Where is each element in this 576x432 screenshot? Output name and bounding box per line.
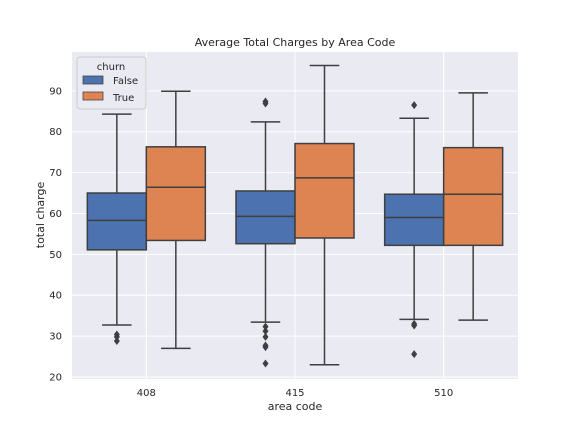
outlier-point: [262, 97, 269, 106]
x-tick-label: 510: [434, 388, 453, 399]
y-axis-label: total charge: [34, 182, 47, 249]
y-tick-label: 70: [49, 168, 62, 179]
outlier-point: [411, 350, 418, 359]
outlier-point: [262, 327, 269, 336]
legend: churn False True: [76, 56, 147, 110]
y-tick-label: 20: [49, 372, 62, 383]
box-iqr: [235, 190, 296, 245]
box-true-415: [294, 64, 355, 366]
outlier-point: [262, 359, 269, 368]
y-tick-label: 80: [49, 127, 62, 138]
box-false-510: [383, 101, 445, 359]
box-iqr: [86, 192, 148, 251]
y-tick-label: 50: [49, 250, 62, 261]
box-true-408: [145, 90, 207, 350]
legend-label-false: False: [113, 76, 138, 87]
box-plots: [86, 64, 504, 368]
y-tick-label: 40: [49, 291, 62, 302]
x-axis-label: area code: [268, 400, 323, 413]
box-iqr: [145, 146, 207, 242]
y-axis-ticks: 20 30 40 50 60 70 80 90: [49, 86, 62, 383]
outlier-point: [113, 330, 120, 339]
legend-label-true: True: [112, 93, 134, 104]
outlier-point: [262, 322, 269, 331]
box-false-415: [235, 97, 296, 368]
x-tick-label: 408: [137, 388, 156, 399]
box-iqr: [294, 142, 355, 239]
box-iqr: [442, 146, 504, 247]
x-tick-label: 415: [285, 388, 304, 399]
box-iqr: [383, 193, 445, 247]
outlier-point: [262, 332, 269, 341]
y-tick-label: 90: [49, 86, 62, 97]
outlier-point: [411, 101, 418, 110]
box-false-408: [86, 113, 148, 345]
outlier-point: [411, 319, 418, 328]
y-tick-label: 60: [49, 209, 62, 220]
y-tick-label: 30: [49, 332, 62, 343]
legend-title: churn: [97, 62, 125, 73]
chart-title: Average Total Charges by Area Code: [195, 36, 396, 49]
x-axis-ticks: 408 415 510: [137, 388, 453, 399]
box-true-510: [442, 92, 504, 321]
legend-swatch-false: [82, 75, 104, 85]
outlier-point: [262, 341, 269, 350]
outlier-point: [113, 336, 120, 345]
legend-swatch-true: [82, 91, 104, 101]
